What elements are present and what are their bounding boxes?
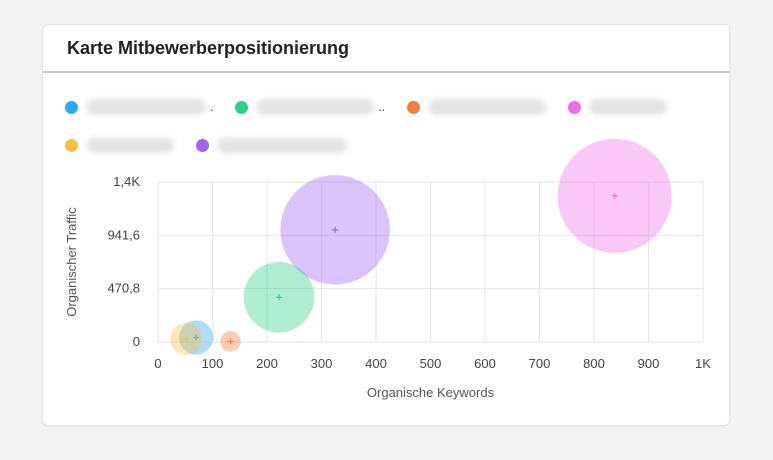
legend-row [65, 135, 705, 155]
legend-label-redacted [256, 99, 375, 115]
y-tick-label: 941,6 [107, 227, 140, 242]
bubbles [170, 138, 672, 356]
y-axis-title: Organischer Traffic [64, 207, 79, 317]
card-header: Karte Mitbewerberpositionierung [43, 25, 729, 73]
x-tick-label: 0 [154, 356, 161, 371]
legend-dot [196, 138, 209, 152]
legend-label-redacted [86, 99, 206, 115]
y-tick-label: 1,4K [113, 174, 140, 189]
legend-dot [65, 100, 78, 114]
x-tick-label: 700 [529, 356, 551, 371]
y-tick-label: 470,8 [107, 281, 140, 296]
legend-label-redacted [428, 99, 547, 115]
chart-legend: . .. [65, 97, 705, 173]
x-tick-label: 800 [583, 356, 605, 371]
x-tick-label: 400 [365, 356, 387, 371]
legend-label-redacted [217, 137, 347, 153]
legend-item-3[interactable] [407, 99, 547, 115]
legend-suffix: .. [378, 100, 386, 114]
y-tick-label: 0 [133, 334, 140, 349]
legend-dot [235, 100, 249, 114]
x-tick-label: 300 [311, 356, 333, 371]
legend-item-4[interactable] [568, 99, 668, 115]
legend-item-5[interactable] [65, 137, 174, 153]
legend-item-2[interactable]: .. [235, 99, 385, 115]
y-tick-labels: 0 470,8 941,6 1,4K [107, 174, 140, 349]
x-tick-label: 100 [202, 356, 224, 371]
x-axis-title: Organische Keywords [367, 385, 495, 400]
legend-item-1[interactable]: . [65, 99, 213, 115]
competitor-positioning-card: Karte Mitbewerberpositionierung . .. [42, 24, 730, 426]
legend-label-redacted [589, 99, 668, 115]
x-tick-label: 200 [256, 356, 278, 371]
legend-dot [407, 100, 421, 114]
grid [157, 181, 704, 343]
legend-dot [568, 100, 582, 114]
x-tick-label: 1K [695, 356, 711, 371]
x-tick-labels: 0 100 200 300 400 500 600 700 800 900 1K [154, 356, 711, 371]
x-tick-label: 900 [638, 356, 660, 371]
legend-row: . .. [65, 97, 705, 117]
legend-suffix: . [210, 100, 214, 114]
x-tick-label: 500 [420, 356, 442, 371]
x-tick-label: 600 [474, 356, 496, 371]
card-title: Karte Mitbewerberpositionierung [67, 37, 350, 58]
legend-dot [65, 138, 78, 152]
legend-item-6[interactable] [196, 137, 347, 153]
legend-label-redacted [86, 137, 174, 153]
